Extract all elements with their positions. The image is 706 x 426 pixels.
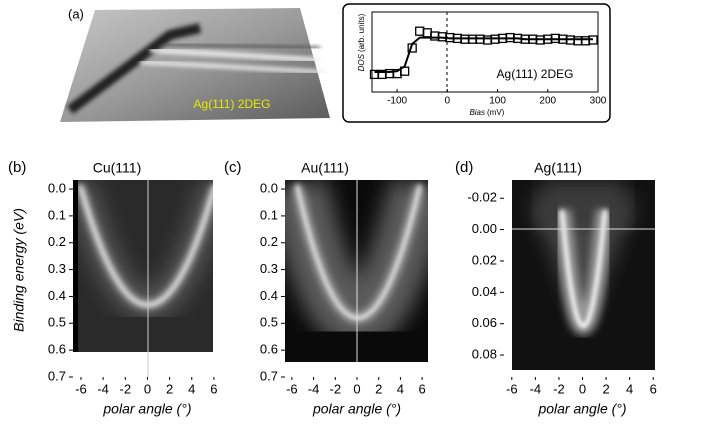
x-tick-label: 2 (375, 381, 382, 396)
y-tick-label: 0.0 (48, 180, 66, 195)
y-tick-label: -0.02 (467, 190, 497, 205)
y-tick-label: 0.6 (48, 342, 66, 357)
y-tick-label: 0.06 (472, 315, 497, 330)
x-tick-label: 6 (210, 381, 217, 396)
y-tick-label: 0.5 (48, 315, 66, 330)
y-tick-label: 0.3 (260, 261, 278, 276)
x-tick-label: 200 (539, 96, 556, 107)
x-tick-label: 0 (144, 381, 151, 396)
x-tick-label: -6 (506, 381, 518, 396)
x-tick-label: 4 (188, 381, 195, 396)
panel-label: (a) (68, 6, 84, 21)
x-tick-label: -4 (308, 381, 320, 396)
x-label-unit: (mV) (487, 108, 505, 117)
x-tick-label: 4 (626, 381, 633, 396)
y-tick-label: 0.5 (260, 315, 278, 330)
x-tick-label: -100 (387, 96, 407, 107)
x-label: polar angle (°) (102, 401, 191, 417)
x-label: Bias (469, 108, 485, 117)
x-tick-label: -2 (120, 381, 132, 396)
panel-label: (d) (455, 159, 473, 176)
x-tick-label: 100 (489, 96, 506, 107)
inset-axes (371, 11, 599, 93)
heatmap-image (73, 180, 213, 352)
y-tick-label: 0.2 (48, 234, 66, 249)
x-tick-label: 0 (353, 381, 360, 396)
y-tick-label: 0.1 (260, 207, 278, 222)
y-label: Binding energy (eV) (11, 208, 27, 332)
x-tick-label: -2 (330, 381, 342, 396)
panel-label: (b) (8, 159, 26, 176)
y-tick-label: 0.7 (48, 368, 66, 383)
y-tick-label: 0.6 (260, 342, 278, 357)
x-tick-label: -2 (553, 381, 565, 396)
y-tick-label: 0.04 (472, 284, 497, 299)
heatmap-image (512, 180, 655, 370)
x-tick-label: -6 (75, 381, 87, 396)
panel-label: (c) (224, 159, 242, 176)
inset-frame (342, 3, 611, 123)
stm-image (60, 8, 330, 122)
y-tick-label: 0.08 (472, 346, 497, 361)
y-tick-label: 0.2 (260, 234, 278, 249)
y-label-group: Binding energy (eV) (11, 208, 27, 332)
y-tick-label: 0.3 (48, 261, 66, 276)
y-label-unit: (arb. units) (357, 13, 366, 52)
x-tick-label: 300 (590, 96, 607, 107)
y-tick-label: 0.0 (260, 180, 278, 195)
y-tick-label: 0.02 (472, 252, 497, 267)
y-tick-label: 0.00 (472, 221, 497, 236)
x-label: polar angle (°) (312, 401, 401, 417)
x-tick-label: -4 (530, 381, 542, 396)
x-tick-label: 0 (445, 96, 451, 107)
x-tick-label: 4 (397, 381, 404, 396)
panel-title: Au(111) (301, 160, 349, 176)
image-caption: Ag(111) 2DEG (194, 97, 271, 111)
y-tick-label: 0.4 (260, 288, 278, 303)
y-tick-label: 0.1 (48, 207, 66, 222)
y-tick-label: 0.4 (48, 288, 66, 303)
x-tick-label: -4 (97, 381, 109, 396)
heatmap-image (285, 180, 428, 362)
x-tick-label: 2 (602, 381, 609, 396)
y-label: DOS (357, 53, 366, 71)
x-tick-label: 6 (419, 381, 426, 396)
panel-title: Cu(111) (93, 160, 142, 176)
fit-line (374, 36, 593, 73)
y-tick-label: 0.7 (260, 368, 278, 383)
x-label: polar angle (°) (537, 401, 626, 417)
x-tick-label: 0 (579, 381, 586, 396)
x-tick-label: 6 (650, 381, 657, 396)
panel-title: Ag(111) (534, 160, 582, 176)
x-tick-label: 2 (166, 381, 173, 396)
annotation: Ag(111) 2DEG (497, 67, 574, 81)
x-tick-label: -6 (286, 381, 298, 396)
